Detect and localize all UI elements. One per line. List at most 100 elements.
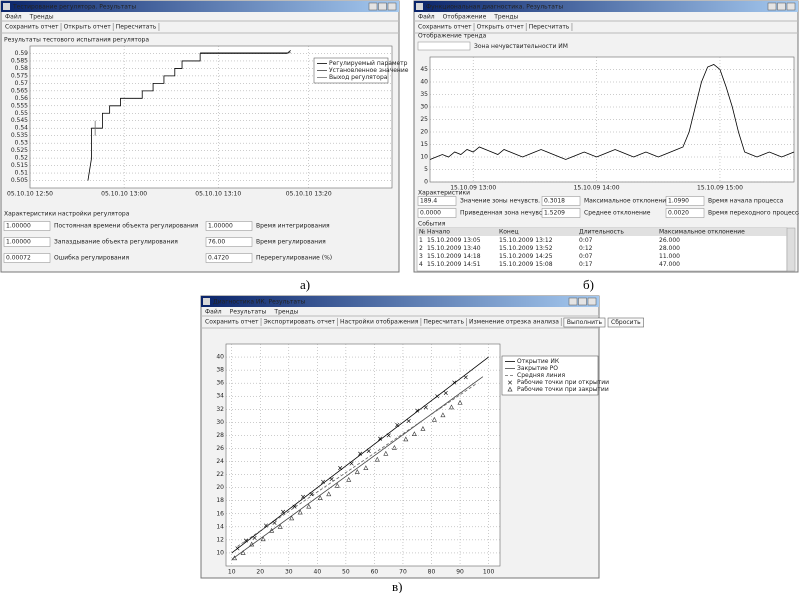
point-marker xyxy=(338,466,343,471)
y-tick-label: 10 xyxy=(216,549,224,556)
table-cell: 11.000 xyxy=(659,253,680,260)
menu-item[interactable]: Файл xyxy=(205,309,222,316)
button[interactable] xyxy=(563,317,606,328)
point-marker xyxy=(443,390,448,395)
point-marker xyxy=(263,523,268,528)
window-button[interactable] xyxy=(578,297,587,306)
field-value: 1.0990 xyxy=(668,198,689,205)
menu-item[interactable]: Результаты xyxy=(230,309,267,316)
toolbar-item[interactable]: Настройки отображения xyxy=(340,319,419,326)
field-label: Время переходного процесса xyxy=(708,210,799,217)
field-value: 1.5209 xyxy=(544,210,565,217)
y-tick-label: 28 xyxy=(216,432,224,439)
field-value: 76.00 xyxy=(208,239,225,246)
toolbar-item[interactable]: Открыть отчет xyxy=(64,24,112,31)
point-marker xyxy=(326,491,332,497)
window-button[interactable] xyxy=(587,297,597,306)
toolbar-item[interactable]: Пересчитать xyxy=(423,319,464,326)
x-tick-label: 40 xyxy=(314,569,322,576)
menu-item[interactable]: Тренды xyxy=(493,14,518,21)
y-tick-label: 15 xyxy=(420,141,428,148)
y-tick-label: 0.57 xyxy=(15,80,29,87)
table-cell: 0:07 xyxy=(579,253,593,260)
y-tick-label: 38 xyxy=(216,367,224,374)
y-tick-label: 30 xyxy=(216,419,224,426)
field-label: Перерегулирование (%) xyxy=(256,255,332,262)
field-value: 0.00072 xyxy=(6,255,31,262)
point-marker xyxy=(329,477,334,482)
field-box xyxy=(3,253,51,263)
window-button[interactable] xyxy=(786,2,796,11)
menu-item[interactable]: Файл xyxy=(418,14,435,21)
window-button[interactable] xyxy=(568,297,578,306)
point-marker xyxy=(431,416,437,422)
y-tick-label: 25 xyxy=(420,116,428,123)
point-marker xyxy=(395,422,400,427)
table-cell: 15.10.2009 13:12 xyxy=(499,237,553,244)
y-tick-label: 45 xyxy=(420,66,428,73)
title-bar xyxy=(414,1,798,12)
window-title: Функциональная диагностика. Результаты xyxy=(426,3,563,10)
window-title: Диагностика ИК. Результаты xyxy=(213,298,306,305)
point-marker xyxy=(363,465,369,470)
button-label[interactable]: Сбросить xyxy=(611,319,641,326)
y-tick-label: 0.55 xyxy=(15,110,29,117)
field-value: 0.4720 xyxy=(208,255,229,262)
y-tick-label: 18 xyxy=(216,497,224,504)
table-cell: 15.10.2009 13:05 xyxy=(427,237,481,244)
toolbar-item[interactable]: Сохранить отчет xyxy=(205,319,259,326)
toolbar-item[interactable]: Экспортировать отчет xyxy=(264,319,336,326)
toolbar-item[interactable]: Сохранить отчет xyxy=(418,24,472,31)
field-box xyxy=(417,208,457,218)
menu-item[interactable]: Тренды xyxy=(273,309,298,316)
point-marker xyxy=(252,535,257,540)
table-cell: 1 xyxy=(419,237,423,244)
legend-label: Регулируемый параметр xyxy=(329,60,408,67)
section-title: Характеристики настройки регулятора xyxy=(4,211,130,218)
window-button[interactable] xyxy=(368,2,378,11)
field-box xyxy=(205,253,253,263)
field-value: 189.4 xyxy=(420,198,437,205)
field-box xyxy=(417,196,457,206)
window-button[interactable] xyxy=(767,2,777,11)
point-marker xyxy=(406,419,411,424)
series-line xyxy=(237,382,478,547)
field-box xyxy=(665,208,705,218)
scrollbar[interactable] xyxy=(786,227,796,272)
point-marker xyxy=(281,509,286,514)
series-line xyxy=(231,376,484,560)
y-tick-label: 34 xyxy=(216,393,224,400)
point-marker xyxy=(235,546,240,551)
window-button[interactable] xyxy=(387,2,397,11)
toolbar-item[interactable]: Пересчитать xyxy=(116,24,157,31)
point-marker xyxy=(317,495,323,500)
x-tick-label: 15.10.09 14:00 xyxy=(574,185,620,192)
table-cell: 47.000 xyxy=(659,261,680,268)
field-value: 0.0000 xyxy=(420,210,441,217)
toolbar-item[interactable]: Сохранить отчет xyxy=(5,24,59,31)
field-box xyxy=(665,196,705,206)
toolbar-item[interactable]: Пересчитать xyxy=(529,24,570,31)
button[interactable] xyxy=(607,317,644,328)
toolbar-item[interactable]: Изменение отрезка анализа xyxy=(469,319,559,326)
menu-item[interactable]: Файл xyxy=(5,14,22,21)
legend-label: Рабочие точки при закрытии xyxy=(517,386,609,393)
point-marker xyxy=(269,527,275,533)
field-box xyxy=(3,221,51,231)
table-header xyxy=(417,228,787,236)
title-bar xyxy=(1,1,399,12)
field-label: Максимальное отклонение xyxy=(584,198,670,205)
selector-box[interactable] xyxy=(417,41,471,51)
button-label[interactable]: Выполнить xyxy=(567,319,603,326)
point-marker xyxy=(366,449,371,454)
menu-item[interactable]: Отображение xyxy=(443,14,487,21)
window-title: Тестирование регулятора. Результаты xyxy=(12,3,136,10)
point-marker xyxy=(243,538,248,543)
toolbar-item[interactable]: Открыть отчет xyxy=(477,24,525,31)
menu-item[interactable]: Тренды xyxy=(29,14,54,21)
field-label: Приведенная зона нечувств. xyxy=(460,210,551,217)
point-marker xyxy=(457,399,463,405)
point-marker xyxy=(297,509,303,515)
window-button[interactable] xyxy=(378,2,387,11)
window-button[interactable] xyxy=(777,2,786,11)
